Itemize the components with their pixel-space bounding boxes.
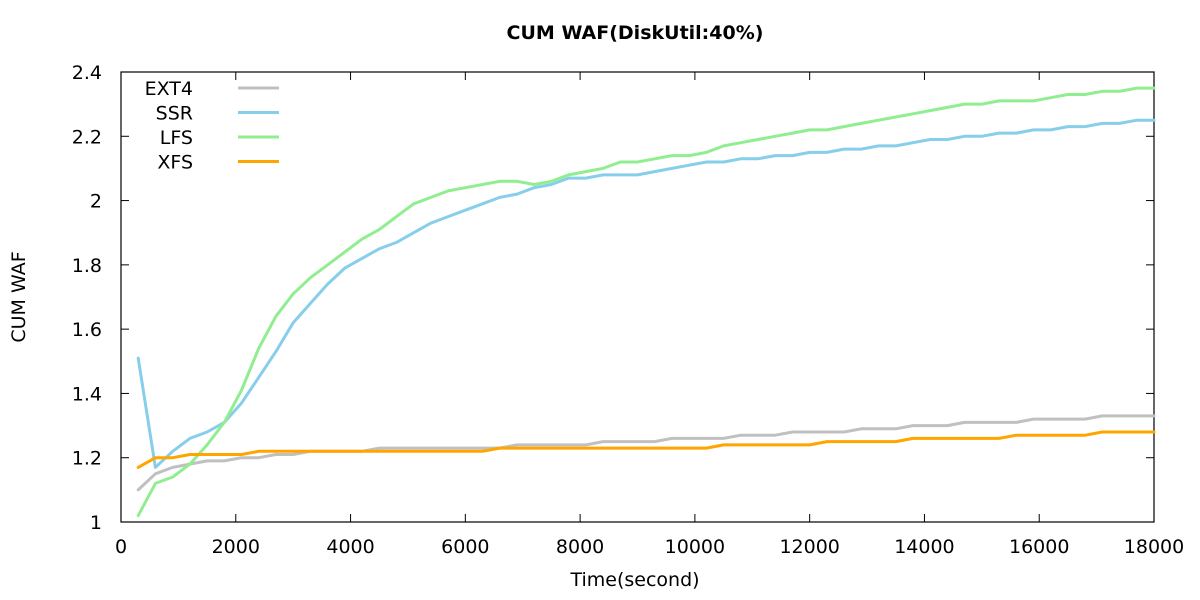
x-tick-label: 6000 (441, 536, 489, 558)
series-line-xfs (136, 430, 1156, 469)
series-line-lfs (136, 86, 1156, 518)
y-tick-label: 1.2 (72, 448, 102, 470)
legend-label-ssr: SSR (156, 103, 193, 125)
x-tick-label: 18000 (1124, 536, 1184, 558)
x-tick-label: 4000 (326, 536, 374, 558)
x-tick-label: 14000 (894, 536, 954, 558)
y-tick-label: 2.4 (72, 62, 102, 84)
plot-frame (120, 71, 1155, 523)
y-tick-label: 1.8 (72, 255, 102, 277)
x-tick-label: 10000 (665, 536, 725, 558)
x-tick-label: 12000 (779, 536, 839, 558)
x-tick-label: 8000 (556, 536, 604, 558)
y-axis: 1 1.2 1.4 1.6 1.8 2 2.2 2.4 (72, 62, 1154, 534)
y-tick-label: 1.6 (72, 319, 102, 341)
series-lines (136, 86, 1156, 518)
y-axis-label: CUM WAF (8, 251, 30, 342)
x-axis-label: Time(second) (569, 569, 699, 591)
x-tick-label: 2000 (212, 536, 260, 558)
y-tick-label: 2 (90, 191, 102, 213)
legend-label-lfs: LFS (160, 127, 193, 149)
y-tick-label: 1 (90, 512, 102, 534)
legend-label-ext4: EXT4 (145, 78, 193, 100)
series-line-ssr (136, 118, 1156, 469)
y-tick-label: 1.4 (72, 383, 102, 405)
x-axis: 0 2000 4000 6000 8000 10000 12000 14000 16000 180… (115, 72, 1184, 558)
x-tick-label: 0 (115, 536, 127, 558)
series-line-ext4 (136, 414, 1156, 492)
x-tick-label: 16000 (1009, 536, 1069, 558)
chart-title: CUM WAF(DiskUtil:40%) (507, 22, 764, 44)
y-tick-label: 2.2 (72, 126, 102, 148)
legend-label-xfs: XFS (157, 152, 193, 174)
